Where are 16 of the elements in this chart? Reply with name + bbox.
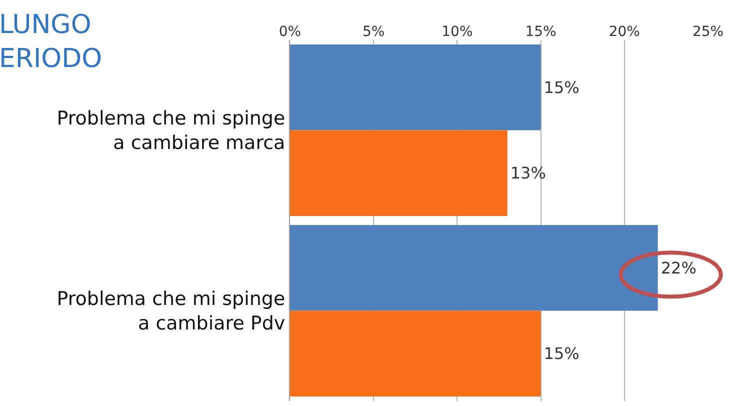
x-tick-label: 5% <box>362 24 385 40</box>
data-label: 15% <box>544 344 580 364</box>
data-label: 22% <box>660 258 696 278</box>
x-tick-label: 15% <box>525 24 556 40</box>
y-tick-label: Problema che mi spinge a cambiare marca <box>56 108 286 154</box>
x-tick-label: 20% <box>608 24 640 40</box>
y-tick-label: Problema che mi spinge a cambiare Pdv <box>56 288 286 335</box>
data-label: 15% <box>544 78 580 97</box>
bar <box>290 130 508 216</box>
bar <box>290 44 541 130</box>
bar <box>290 310 541 396</box>
x-tick-label: 10% <box>442 24 473 40</box>
text: LUNGO ERIODO <box>0 10 102 74</box>
x-tick-label: 0% <box>278 24 302 40</box>
x-tick-label: 25% <box>692 24 724 40</box>
data-label: 13% <box>510 164 546 183</box>
